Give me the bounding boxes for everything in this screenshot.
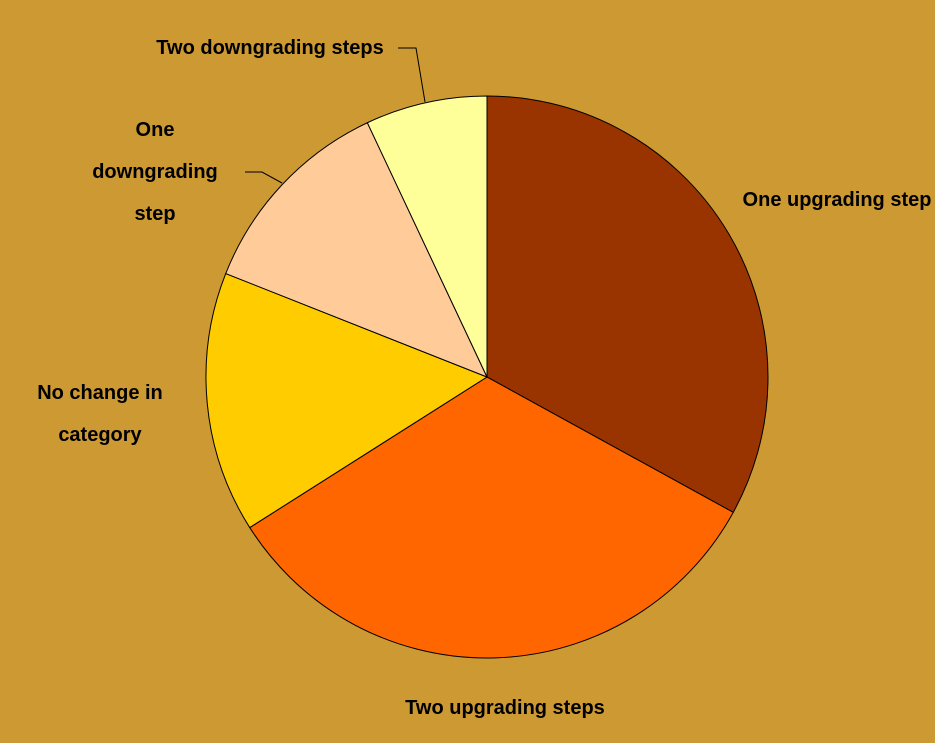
slice-label: Two upgrading steps	[405, 697, 605, 719]
leader-line	[398, 47, 426, 103]
slice-label: No change in category	[37, 382, 163, 446]
slice-label: One downgrading step	[92, 119, 218, 225]
pie-slice	[486, 95, 769, 514]
leader-line	[245, 171, 283, 184]
pie-slice	[366, 95, 488, 378]
pie-slice	[205, 272, 489, 529]
slice-label: One upgrading step	[742, 189, 932, 211]
slice-label: Two downgrading steps	[156, 37, 384, 59]
pie-slice	[249, 376, 734, 659]
pie-slice	[225, 122, 488, 378]
